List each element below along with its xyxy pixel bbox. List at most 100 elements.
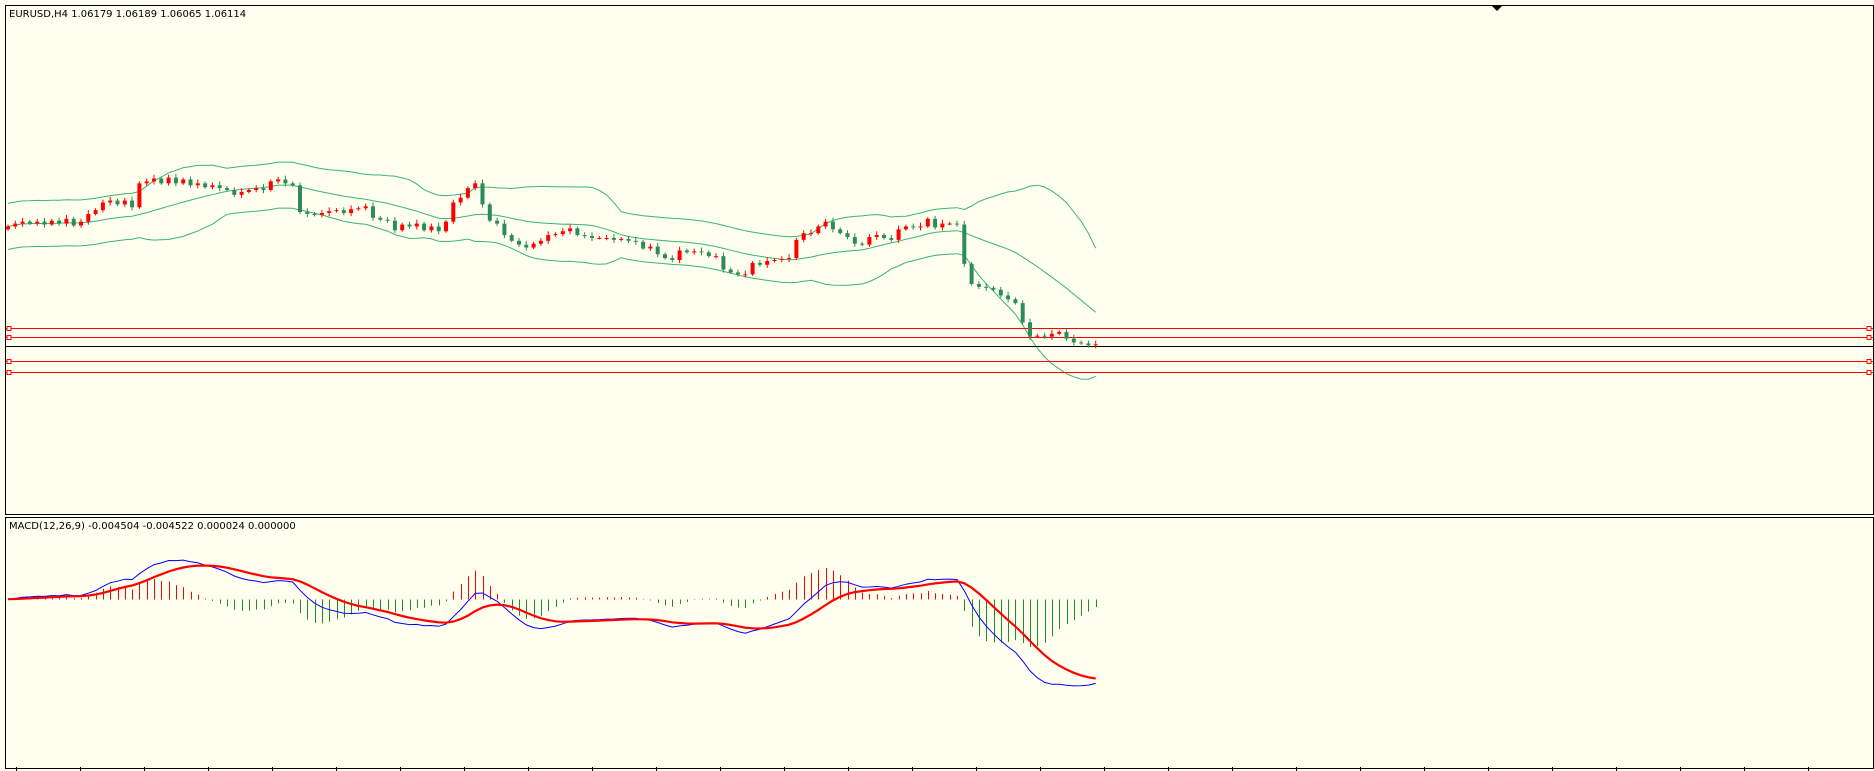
candle-body [736,272,740,275]
candle-body [772,260,777,261]
candle-body [1028,322,1032,337]
candle-body [144,181,149,184]
candle-body [1020,303,1025,323]
candle-body [918,226,923,228]
candle-body [356,208,361,210]
candle-body [246,190,251,192]
candle-body [531,243,536,248]
candle-body [487,204,492,221]
candle-body [115,200,120,205]
candle-body [677,250,682,260]
candle-body [750,262,755,275]
candle-body [728,269,733,273]
candle-body [254,188,259,191]
candle-body [882,235,886,238]
level-handle-left [6,359,12,364]
level-handle-right [1866,359,1872,364]
candle-body [268,181,273,191]
candle-body [801,233,806,240]
candle-body [1049,333,1054,337]
candle-body [495,220,500,224]
candle-body [845,233,850,237]
candle-body [911,226,916,228]
candle-body [363,206,368,209]
candle-body [619,238,624,240]
candle-body [422,223,427,231]
candle-body [1093,344,1098,346]
candle-body [896,229,901,240]
candle-body [100,202,105,211]
candle-body [940,223,945,228]
candle-body [648,246,653,249]
macd-plot [7,559,1809,771]
candle-body [371,206,375,218]
candle-body [517,240,521,245]
candle-body [93,210,98,214]
candle-body [1057,331,1062,334]
candle-body [473,183,478,189]
shift-marker-icon[interactable] [1492,6,1502,11]
level-handle-right [1866,370,1872,375]
candle-body [976,283,981,287]
candle-body [86,213,91,222]
candle-body [991,287,996,290]
candle-body [1042,335,1047,337]
candle-body [684,250,689,253]
candle-body [458,197,463,203]
candle-body [903,226,908,230]
level-handle-left [6,335,12,340]
candle-body [699,251,704,253]
candle-body [239,191,244,195]
candle-body [327,211,332,214]
candle-body [641,241,646,249]
bollinger-middle-band [7,184,1097,313]
candle-body [13,223,18,227]
candle-body [984,286,989,288]
candle-body [166,177,171,184]
candle-body [79,221,83,226]
candle-body [137,183,142,208]
level-handle-right [1866,335,1872,340]
candle-body [312,213,317,215]
candle-body [57,220,62,224]
candle-body [721,256,726,270]
level-handle-right [1866,326,1872,331]
candle-body [465,188,470,198]
candle-body [392,220,397,231]
candle-body [546,235,551,241]
candle-body [1035,335,1040,337]
candle-body [611,237,616,240]
candle-body [823,221,828,227]
candle-body [568,228,573,232]
candle-body [122,200,127,205]
candle-body [203,183,208,188]
candle-body [64,218,69,224]
candle-body [27,221,32,224]
candle-body [787,258,792,260]
candle-body [108,200,113,203]
candle-body [130,200,135,208]
candle-body [874,235,879,237]
candle-body [407,224,412,227]
candle-body [1079,342,1084,344]
candle-body [349,209,354,214]
candle-body [305,212,310,214]
candle-body [1013,299,1018,304]
candle-body [925,218,930,227]
candle-body [838,229,843,234]
candle-body [480,183,485,205]
candle-body [538,240,543,244]
candle-body [436,226,441,232]
candle-body [188,179,193,186]
candle-body [860,243,865,245]
candle-body [261,188,266,191]
candle-body [319,213,324,215]
candle-body [217,185,222,189]
candle-body [830,221,835,230]
candle-body [378,217,383,220]
candle-body [663,254,667,259]
candle-body [553,234,558,236]
candle-body [173,177,178,184]
